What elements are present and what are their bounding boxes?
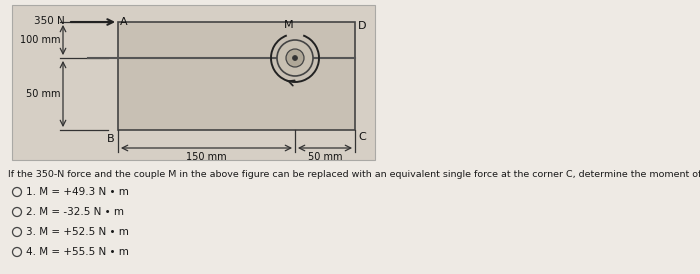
Text: If the 350-N force and the couple M in the above figure can be replaced with an : If the 350-N force and the couple M in t… xyxy=(8,170,700,179)
Text: B: B xyxy=(107,134,115,144)
Text: D: D xyxy=(358,21,367,31)
Circle shape xyxy=(277,40,313,76)
Circle shape xyxy=(293,56,297,61)
Text: 100 mm: 100 mm xyxy=(20,35,60,45)
Text: 350 N: 350 N xyxy=(34,16,65,26)
FancyBboxPatch shape xyxy=(12,5,375,160)
Text: 1. M = +49.3 N • m: 1. M = +49.3 N • m xyxy=(26,187,129,197)
Text: 3. M = +52.5 N • m: 3. M = +52.5 N • m xyxy=(26,227,129,237)
Text: 2. M = -32.5 N • m: 2. M = -32.5 N • m xyxy=(26,207,124,217)
Text: M: M xyxy=(284,20,294,30)
Text: C: C xyxy=(358,132,365,142)
Polygon shape xyxy=(118,22,355,130)
Text: 4. M = +55.5 N • m: 4. M = +55.5 N • m xyxy=(26,247,129,257)
Text: 50 mm: 50 mm xyxy=(25,89,60,99)
Circle shape xyxy=(286,49,304,67)
Text: 50 mm: 50 mm xyxy=(308,152,342,162)
Text: A: A xyxy=(120,17,127,27)
Text: 150 mm: 150 mm xyxy=(186,152,227,162)
